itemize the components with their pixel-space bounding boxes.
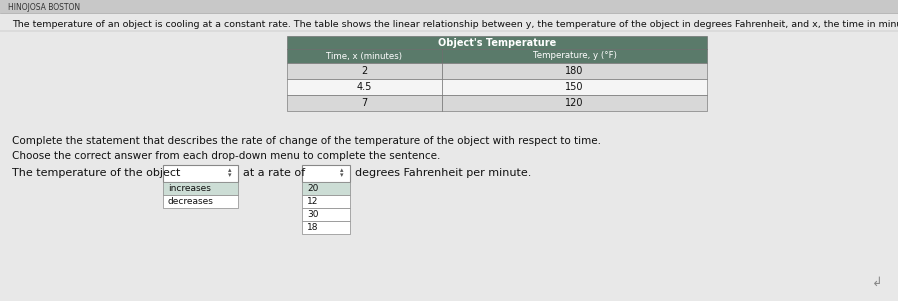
Text: ▴
▾: ▴ ▾ [228, 167, 232, 178]
Bar [163, 195, 238, 208]
Bar [287, 79, 442, 95]
Text: 18: 18 [307, 223, 319, 232]
Text: 150: 150 [565, 82, 584, 92]
Bar [302, 221, 350, 234]
Bar [0, 0, 898, 13]
Text: increases: increases [168, 184, 211, 193]
Text: Choose the correct answer from each drop-down menu to complete the sentence.: Choose the correct answer from each drop… [12, 151, 440, 161]
Bar [442, 63, 707, 79]
Bar [442, 79, 707, 95]
Text: The temperature of the object: The temperature of the object [12, 168, 180, 178]
Text: The temperature of an object is cooling at a constant rate. The table shows the : The temperature of an object is cooling … [12, 20, 898, 29]
Text: 4.5: 4.5 [357, 82, 372, 92]
Bar [287, 95, 442, 111]
Text: Time, x (minutes): Time, x (minutes) [327, 51, 402, 61]
Text: ↲: ↲ [871, 276, 882, 289]
Bar [163, 182, 238, 195]
Text: 12: 12 [307, 197, 319, 206]
Bar [442, 49, 707, 63]
Text: 2: 2 [361, 66, 367, 76]
Bar [302, 195, 350, 208]
Text: 7: 7 [361, 98, 367, 108]
Bar [287, 49, 442, 63]
Bar [287, 63, 442, 79]
Text: Temperature, y (°F): Temperature, y (°F) [533, 51, 616, 61]
Text: ▴
▾: ▴ ▾ [340, 167, 344, 178]
Text: degrees Fahrenheit per minute.: degrees Fahrenheit per minute. [355, 168, 532, 178]
Bar [163, 165, 238, 182]
Text: at a rate of: at a rate of [243, 168, 305, 178]
Text: 30: 30 [307, 210, 319, 219]
Text: Complete the statement that describes the rate of change of the temperature of t: Complete the statement that describes th… [12, 136, 601, 146]
Bar [302, 165, 350, 182]
Text: Object's Temperature: Object's Temperature [438, 38, 556, 48]
Text: 120: 120 [565, 98, 584, 108]
Text: HINOJOSA BOSTON: HINOJOSA BOSTON [8, 2, 80, 11]
Bar [302, 182, 350, 195]
Bar [442, 95, 707, 111]
Bar [287, 36, 707, 49]
Text: 20: 20 [307, 184, 319, 193]
Text: 180: 180 [566, 66, 584, 76]
Bar [302, 208, 350, 221]
Text: decreases: decreases [168, 197, 214, 206]
